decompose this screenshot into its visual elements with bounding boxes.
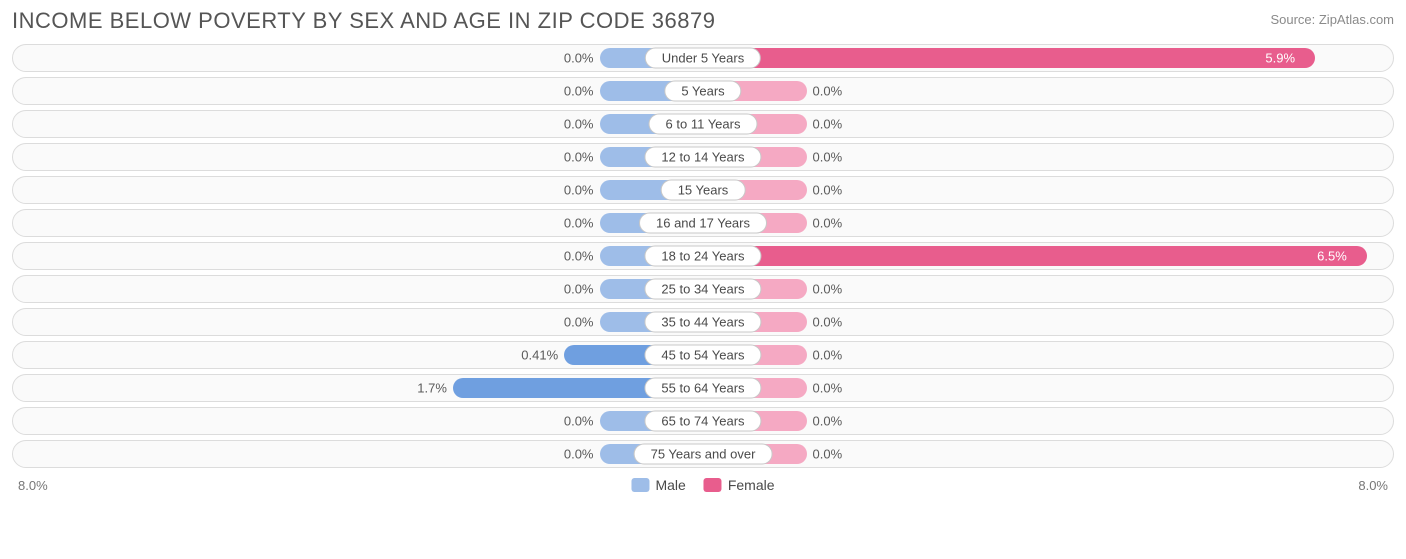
age-label: 35 to 44 Years <box>644 312 761 333</box>
table-row: 75 Years and over 0.0% 0.0% <box>12 440 1394 468</box>
table-row: 5 Years 0.0% 0.0% <box>12 77 1394 105</box>
age-label: 55 to 64 Years <box>644 378 761 399</box>
female-value: 0.0% <box>813 84 843 99</box>
table-row: 25 to 34 Years 0.0% 0.0% <box>12 275 1394 303</box>
age-label: 5 Years <box>664 81 741 102</box>
age-label: 18 to 24 Years <box>644 246 761 267</box>
legend-male: Male <box>631 477 685 493</box>
legend-female-swatch <box>704 478 722 492</box>
age-label: 16 and 17 Years <box>639 213 767 234</box>
female-value: 0.0% <box>813 381 843 396</box>
male-value: 0.0% <box>564 414 594 429</box>
age-label: 25 to 34 Years <box>644 279 761 300</box>
male-value: 0.0% <box>564 315 594 330</box>
male-value: 0.0% <box>564 84 594 99</box>
male-value: 0.0% <box>564 447 594 462</box>
male-value: 0.0% <box>564 150 594 165</box>
female-value: 0.0% <box>813 447 843 462</box>
chart-rows: Under 5 Years0.0%5.9%5 Years0.0%0.0%6 to… <box>12 44 1394 468</box>
age-label: 6 to 11 Years <box>649 114 758 135</box>
female-value: 0.0% <box>813 282 843 297</box>
chart-source: Source: ZipAtlas.com <box>1270 8 1394 27</box>
male-value: 0.0% <box>564 249 594 264</box>
chart-header: INCOME BELOW POVERTY BY SEX AND AGE IN Z… <box>12 8 1394 34</box>
bar-female <box>703 246 1367 266</box>
male-value: 0.41% <box>521 348 558 363</box>
female-value: 0.0% <box>813 414 843 429</box>
male-value: 0.0% <box>564 183 594 198</box>
legend-male-label: Male <box>655 477 685 493</box>
male-value: 1.7% <box>417 381 447 396</box>
chart-title: INCOME BELOW POVERTY BY SEX AND AGE IN Z… <box>12 8 715 34</box>
bar-female <box>703 48 1315 68</box>
axis-max-left: 8.0% <box>18 478 48 493</box>
age-label: Under 5 Years <box>645 48 761 69</box>
chart-footer: 8.0% Male Female 8.0% <box>12 473 1394 497</box>
male-value: 0.0% <box>564 282 594 297</box>
table-row: 12 to 14 Years 0.0% 0.0% <box>12 143 1394 171</box>
axis-max-right: 8.0% <box>1358 478 1388 493</box>
female-value: 0.0% <box>813 183 843 198</box>
chart-legend: Male Female <box>631 477 774 493</box>
age-label: 45 to 54 Years <box>644 345 761 366</box>
female-value: 5.9% <box>1265 51 1295 66</box>
age-label: 75 Years and over <box>634 444 773 465</box>
poverty-pyramid-chart: INCOME BELOW POVERTY BY SEX AND AGE IN Z… <box>0 0 1406 501</box>
legend-female-label: Female <box>728 477 775 493</box>
female-value: 0.0% <box>813 216 843 231</box>
male-value: 0.0% <box>564 216 594 231</box>
table-row: 65 to 74 Years 0.0% 0.0% <box>12 407 1394 435</box>
table-row: 55 to 64 Years 1.7% 0.0% <box>12 374 1394 402</box>
legend-male-swatch <box>631 478 649 492</box>
table-row: 6 to 11 Years 0.0% 0.0% <box>12 110 1394 138</box>
male-value: 0.0% <box>564 51 594 66</box>
legend-female: Female <box>704 477 775 493</box>
table-row: 15 Years 0.0% 0.0% <box>12 176 1394 204</box>
female-value: 0.0% <box>813 117 843 132</box>
male-value: 0.0% <box>564 117 594 132</box>
table-row: 35 to 44 Years 0.0% 0.0% <box>12 308 1394 336</box>
table-row: 16 and 17 Years 0.0% 0.0% <box>12 209 1394 237</box>
table-row: Under 5 Years 0.0% 5.9% <box>12 44 1394 72</box>
table-row: 18 to 24 Years 0.0% 6.5% <box>12 242 1394 270</box>
female-value: 6.5% <box>1317 249 1347 264</box>
female-value: 0.0% <box>813 348 843 363</box>
female-value: 0.0% <box>813 315 843 330</box>
female-value: 0.0% <box>813 150 843 165</box>
table-row: 45 to 54 Years 0.41% 0.0% <box>12 341 1394 369</box>
age-label: 65 to 74 Years <box>644 411 761 432</box>
age-label: 12 to 14 Years <box>644 147 761 168</box>
age-label: 15 Years <box>661 180 746 201</box>
